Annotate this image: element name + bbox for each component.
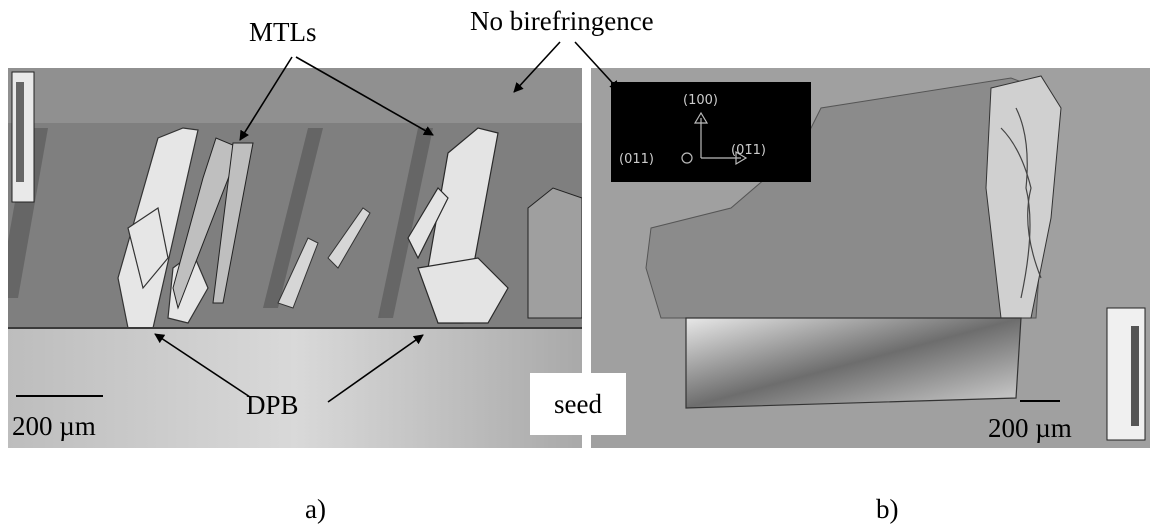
orientation-up: (100) bbox=[683, 93, 718, 108]
micrograph-b-image: (100) (01̄1) (011) bbox=[611, 75, 1146, 441]
caption-b: b) bbox=[876, 494, 899, 524]
mtls-label: MTLs bbox=[249, 17, 317, 47]
micrograph-a-image bbox=[8, 68, 582, 448]
scale-bar-b: 200 µm bbox=[988, 413, 1072, 443]
scale-bar-line-a bbox=[16, 395, 103, 397]
no-birefringence-label: No birefringence bbox=[470, 6, 654, 36]
orientation-right: (01̄1) bbox=[731, 143, 766, 158]
caption-a: a) bbox=[305, 494, 326, 524]
scale-bar-line-b bbox=[1020, 400, 1060, 402]
orientation-left: (011) bbox=[619, 152, 654, 167]
micrograph-b: (100) (01̄1) (011) bbox=[591, 68, 1150, 448]
seed-label: seed bbox=[530, 373, 626, 435]
scale-bar-a: 200 µm bbox=[12, 411, 96, 441]
dpb-label: DPB bbox=[246, 390, 299, 420]
micrograph-a bbox=[8, 68, 582, 448]
